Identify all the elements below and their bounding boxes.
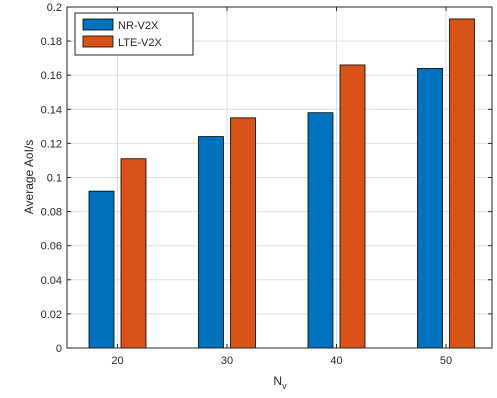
bar-lte-v2x-20 [120, 158, 147, 349]
bar-nr-v2x-40 [307, 112, 334, 349]
x-axis-label: Nv [273, 374, 287, 391]
bar-nr-v2x-20 [88, 190, 115, 349]
bar-lte-v2x-50 [449, 18, 475, 349]
y-axis-ticks: 0 0.02 0.04 0.06 0.08 0.1 0.12 0.14 0.16 0.18 0.2 [41, 2, 492, 355]
y-axis-label: Average AoI/s [22, 140, 36, 215]
legend: NR-V2X LTE-V2X [74, 12, 194, 56]
y-tick-label: 0.14 [41, 104, 62, 116]
y-tick-label: 0.18 [41, 36, 62, 48]
bar-nr-v2x-30 [198, 136, 224, 349]
x-axis-ticks: 20 30 40 50 [111, 7, 452, 367]
legend-swatch-nr-v2x [82, 18, 114, 31]
y-tick-label: 0.04 [41, 275, 62, 287]
bars [88, 18, 475, 349]
y-tick-label: 0.16 [41, 70, 62, 82]
y-tick-label: 0.06 [41, 241, 62, 253]
y-tick-label: 0.1 [47, 173, 62, 185]
x-tick-label: 50 [440, 355, 452, 367]
bar-nr-v2x-50 [417, 67, 443, 349]
x-axis-label-subscript: v [282, 381, 287, 391]
y-tick-label: 0.02 [41, 309, 62, 321]
legend-label-nr-v2x: NR-V2X [118, 20, 159, 32]
legend-swatch-lte-v2x [82, 35, 114, 48]
bar-lte-v2x-30 [230, 117, 256, 349]
y-tick-label: 0.12 [41, 138, 62, 150]
x-tick-label: 20 [111, 355, 123, 367]
legend-label-lte-v2x: LTE-V2X [118, 37, 162, 49]
x-axis-label-main: N [273, 374, 282, 388]
x-tick-label: 40 [330, 355, 342, 367]
legend-box [74, 12, 194, 56]
y-tick-label: 0.08 [41, 207, 62, 219]
x-tick-label: 30 [221, 355, 233, 367]
bar-lte-v2x-40 [339, 64, 366, 349]
y-tick-label: 0.2 [47, 2, 62, 14]
y-tick-label: 0 [56, 343, 62, 355]
